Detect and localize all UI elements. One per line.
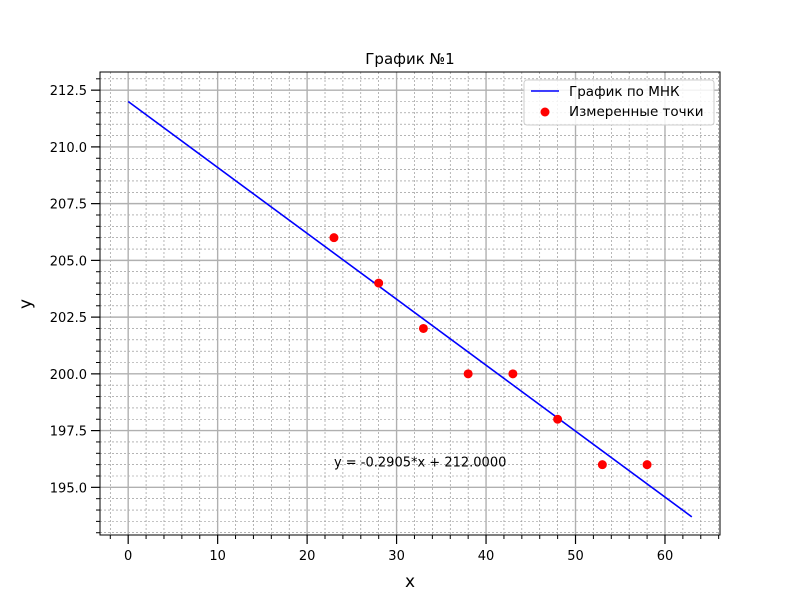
plot-frame bbox=[99, 71, 721, 536]
series-layer bbox=[127, 100, 693, 518]
fit-line bbox=[127, 100, 693, 518]
x-tick-label: 0 bbox=[124, 549, 132, 564]
data-point bbox=[597, 460, 607, 470]
y-axis-label: y bbox=[16, 299, 36, 309]
x-tick-label: 20 bbox=[299, 549, 316, 564]
legend: График по МНК Измеренные точки bbox=[523, 79, 715, 126]
x-tick-label: 40 bbox=[478, 549, 495, 564]
fit-equation-annotation: y = -0.2905*x + 212.0000 bbox=[334, 455, 506, 470]
data-point bbox=[642, 460, 652, 470]
y-tick-label: 210.0 bbox=[50, 141, 87, 156]
x-tick-label: 50 bbox=[567, 549, 584, 564]
x-tick-label: 60 bbox=[657, 549, 674, 564]
data-point bbox=[374, 278, 384, 288]
major-grid bbox=[100, 72, 720, 535]
x-tick-label: 10 bbox=[209, 549, 226, 564]
y-tick-label: 195.0 bbox=[50, 481, 87, 496]
legend-label-fit: График по МНК bbox=[569, 84, 680, 100]
legend-box bbox=[523, 79, 715, 126]
y-tick-label: 207.5 bbox=[50, 198, 87, 213]
data-point bbox=[418, 323, 428, 333]
data-point bbox=[553, 414, 563, 424]
data-point bbox=[329, 233, 339, 243]
x-tick-label: 30 bbox=[388, 549, 405, 564]
ticks-layer: 0 10 20 30 40 50 60 195.0 197.5 200.0 202.5 205.0 20… bbox=[50, 78, 720, 564]
legend-point-marker bbox=[540, 107, 550, 117]
legend-label-points: Измеренные точки bbox=[569, 104, 704, 120]
x-axis-label: x bbox=[405, 572, 415, 592]
minor-grid bbox=[100, 72, 720, 535]
data-point bbox=[463, 369, 473, 379]
data-point bbox=[508, 369, 518, 379]
y-tick-label: 202.5 bbox=[50, 311, 87, 326]
y-tick-label: 205.0 bbox=[50, 254, 87, 269]
y-tick-label: 212.5 bbox=[50, 84, 87, 99]
y-tick-label: 200.0 bbox=[50, 368, 87, 383]
y-tick-label: 197.5 bbox=[50, 425, 87, 440]
chart-title: График №1 bbox=[365, 50, 454, 68]
